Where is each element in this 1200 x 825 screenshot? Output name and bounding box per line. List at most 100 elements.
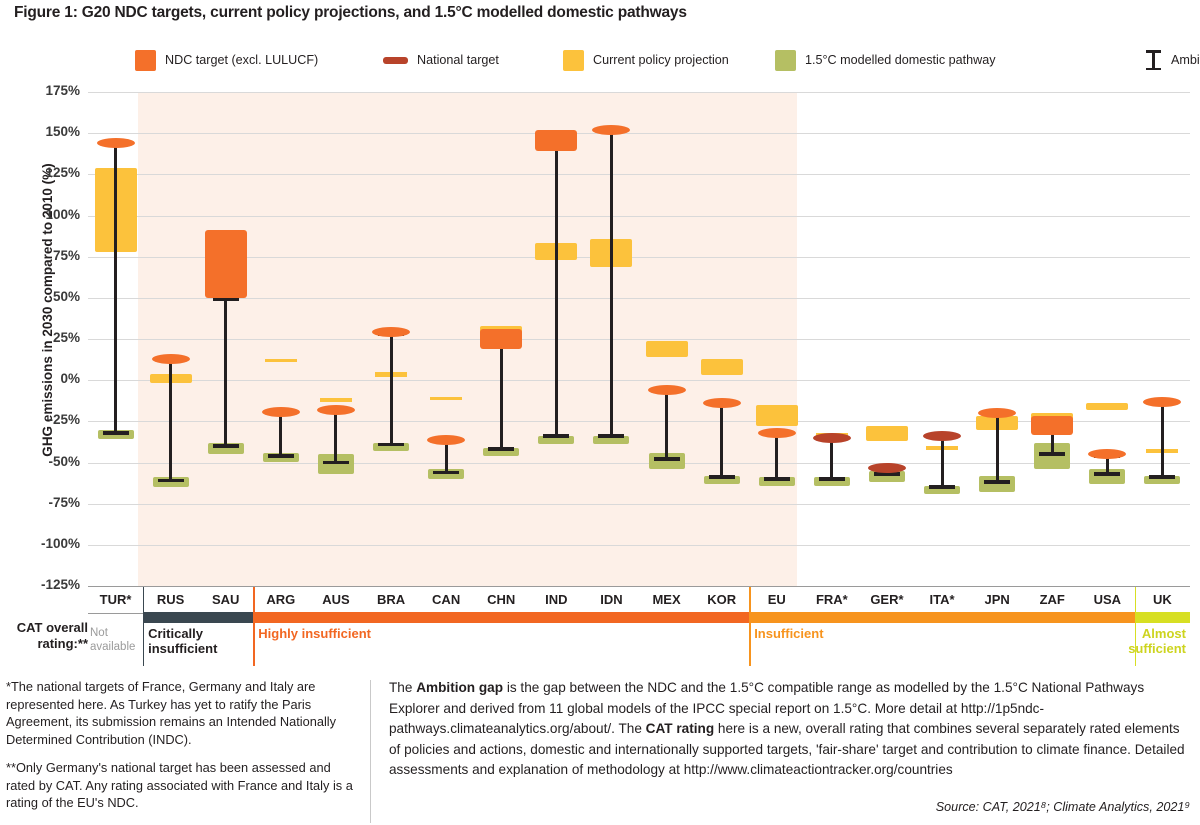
country-axis-label-eu[interactable]: EU	[767, 592, 786, 607]
legend-item-label: Current policy projection	[593, 53, 729, 67]
legend-item-label: NDC target (excl. LULUCF)	[165, 53, 319, 67]
ambition-gap-stem	[114, 141, 118, 435]
y-axis-tick-label: -50%	[48, 453, 80, 469]
country-bar-group[interactable]	[639, 92, 694, 586]
gridline	[88, 503, 1190, 505]
pathway-bar	[924, 485, 961, 494]
country-bar-group[interactable]	[474, 92, 529, 586]
country-axis-label-fra[interactable]: FRA*	[815, 592, 848, 607]
country-axis-label-uk[interactable]: UK	[1153, 592, 1172, 607]
cat-group-divider	[253, 587, 255, 613]
pathway-bar	[538, 436, 575, 445]
pathway-bar	[593, 436, 630, 445]
country-bar-group[interactable]	[529, 92, 584, 586]
y-axis-tick-label: 100%	[45, 206, 80, 222]
ambition-gap-stem	[720, 401, 724, 479]
cat-group-divider	[143, 612, 145, 666]
country-axis-label-aus[interactable]: AUS	[322, 592, 350, 607]
gridline	[88, 92, 1190, 93]
country-bar-group[interactable]	[308, 92, 363, 586]
ndc-target-bar	[757, 427, 796, 438]
ambition-gap-stem	[609, 129, 613, 438]
ambition-gap-stem	[1105, 454, 1109, 476]
country-bar-group[interactable]	[584, 92, 639, 586]
ambition-gap-cap-bottom	[488, 447, 515, 451]
ambition-gap-cap-bottom	[378, 442, 405, 447]
country-bar-group[interactable]	[970, 92, 1025, 586]
country-axis-label-can[interactable]: CAN	[432, 592, 461, 607]
country-bar-group[interactable]	[804, 92, 859, 586]
ndc-target-bar	[1031, 416, 1074, 435]
ndc-target-bar	[647, 385, 686, 396]
ndc-target-bar	[261, 406, 300, 417]
country-axis-label-kor[interactable]: KOR	[707, 592, 737, 607]
ambition-gap-stem	[279, 409, 283, 458]
cat-rating-label-line1: CAT overall	[16, 620, 88, 635]
country-axis-label-rus[interactable]: RUS	[156, 592, 185, 607]
cat-rating-bar	[143, 612, 254, 623]
y-axis-tick-label: 0%	[60, 371, 80, 387]
cat-rating-label: Highly insufficient	[258, 626, 371, 641]
country-bar-group[interactable]	[859, 92, 914, 586]
country-axis-label-ger[interactable]: GER*	[870, 592, 904, 607]
cat-rating-bar	[1134, 612, 1190, 623]
y-axis-tick-label: 125%	[45, 165, 80, 181]
ambition-gap-cap-bottom	[157, 478, 184, 483]
cat-group-divider	[749, 587, 751, 613]
legend-item-pol: Current policy projection	[563, 49, 729, 71]
ambition-gap-cap-bottom	[543, 434, 570, 438]
country-bar-group[interactable]	[1080, 92, 1135, 586]
legend-item-label: 1.5°C modelled domestic pathway	[805, 53, 996, 67]
ambition-gap-cap-bottom	[653, 457, 680, 461]
ambition-gap-cap-bottom	[708, 475, 735, 479]
ambition-gap-stem	[444, 437, 448, 475]
policy-projection-bar	[700, 358, 743, 376]
country-axis-label-bra[interactable]: BRA	[376, 592, 406, 607]
country-bar-group[interactable]	[915, 92, 970, 586]
country-axis-label-chn[interactable]: CHN	[487, 592, 516, 607]
gridline	[88, 421, 1190, 423]
country-bar-group[interactable]	[419, 92, 474, 586]
country-axis-label-ind[interactable]: IND	[545, 592, 568, 607]
ambition-gap-cap-bottom	[212, 444, 239, 448]
cat-rating-not-available: Not available	[90, 627, 136, 653]
country-bar-group[interactable]	[1025, 92, 1080, 586]
gridline	[88, 339, 1190, 340]
cat-rating-label-line2: rating:**	[37, 636, 88, 651]
footnote-text: here is a new, overall rating that combi…	[389, 721, 1185, 777]
country-bar-group[interactable]	[253, 92, 308, 586]
country-axis-label-usa[interactable]: USA	[1093, 592, 1122, 607]
ndc-target-bar	[1088, 449, 1127, 460]
country-bar-group[interactable]	[694, 92, 749, 586]
ambition-gap-cap-bottom	[1039, 452, 1066, 456]
cat-rating-bar	[749, 612, 860, 623]
country-axis-label-sau[interactable]: SAU	[212, 592, 240, 607]
country-bar-group[interactable]	[364, 92, 419, 586]
country-axis-label-idn[interactable]: IDN	[600, 592, 623, 607]
y-axis-tick-label: -125%	[40, 577, 80, 592]
y-axis-tick-label: -25%	[48, 412, 80, 428]
footnotes-left: *The national targets of France, Germany…	[6, 678, 362, 823]
country-bar-group[interactable]	[143, 92, 198, 586]
ambition-gap-cap-top	[212, 297, 239, 302]
country-axis-label-arg[interactable]: ARG	[266, 592, 296, 607]
ambition-gap-stem	[499, 345, 503, 451]
chart-legend: NDC target (excl. LULUCF) National target…	[135, 48, 1200, 72]
country-axis-label-tur[interactable]: TUR*	[99, 592, 132, 607]
ambition-gap-cap-bottom	[322, 460, 349, 465]
country-axis-label-ita[interactable]: ITA*	[929, 592, 955, 607]
cat-rating-label: Insufficient	[754, 626, 824, 641]
country-bar-group[interactable]	[749, 92, 804, 586]
country-axis-label-jpn[interactable]: JPN	[984, 592, 1010, 607]
ndc-target-bar	[592, 124, 631, 135]
country-axis-row: TUR* RUS SAU ARG AUS BRA CAN CHN IND IDN MEX KOR EU F…	[88, 586, 1190, 614]
country-bar-group[interactable]	[1135, 92, 1190, 586]
policy-projection-bar	[865, 426, 908, 442]
country-bar-group[interactable]	[198, 92, 253, 586]
policy-projection-bar	[264, 358, 297, 363]
country-axis-label-zaf[interactable]: ZAF	[1039, 592, 1065, 607]
country-axis-label-mex[interactable]: MEX	[652, 592, 681, 607]
y-axis-tick-label: -100%	[40, 535, 80, 551]
country-bar-group[interactable]	[88, 92, 143, 586]
ndc-target-bar	[372, 327, 411, 338]
